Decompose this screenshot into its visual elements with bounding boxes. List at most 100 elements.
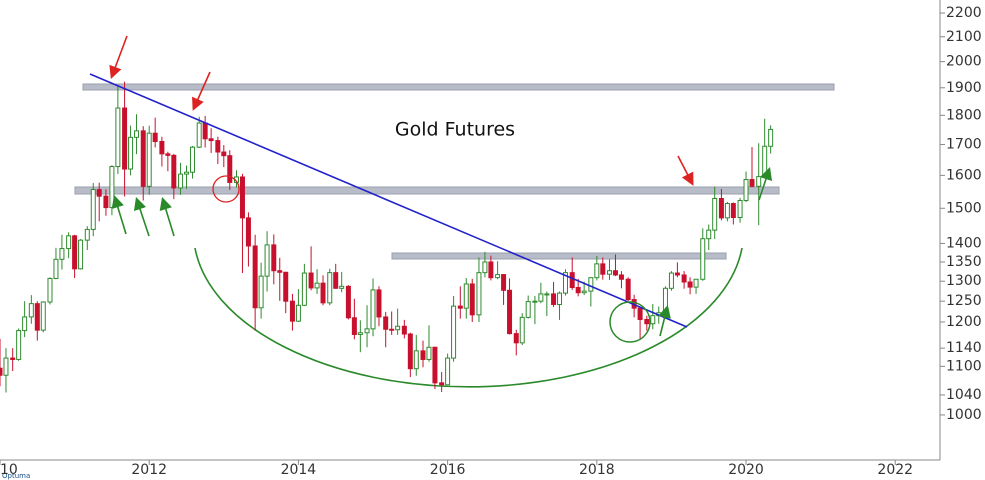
candle-body (40, 301, 46, 331)
candle-body (407, 333, 413, 370)
candle-body (103, 195, 109, 209)
candle-body (357, 332, 363, 335)
candle-body (463, 283, 469, 309)
candle-body (668, 272, 674, 289)
support-band (74, 186, 780, 195)
resistance-band (82, 83, 835, 91)
candle-body (47, 277, 53, 303)
candle-body (476, 272, 482, 316)
red-arrows (109, 35, 694, 186)
candle-body (184, 171, 190, 175)
candle-body (78, 239, 84, 270)
y-tick-label: 1350 (946, 254, 982, 270)
candle-body (743, 179, 749, 202)
candle-body (252, 245, 258, 309)
cup-arc (194, 247, 743, 388)
candle-body (227, 155, 233, 183)
candle-body (724, 203, 730, 219)
candle-body (718, 198, 724, 219)
candle-body (618, 274, 624, 280)
candle-body (513, 333, 519, 344)
arrow (159, 196, 175, 237)
candle-body (581, 290, 587, 294)
candle-body (239, 176, 245, 219)
candle-body (687, 281, 693, 288)
y-tick-label: 1600 (946, 167, 982, 183)
candle-body (215, 140, 221, 153)
y-tick-label: 2100 (946, 29, 982, 45)
candle-body (730, 203, 736, 219)
y-tick-label: 1040 (946, 387, 982, 403)
circle-marker (212, 175, 240, 203)
candle-body (245, 217, 251, 247)
candle-body (625, 278, 631, 301)
candle-body (28, 303, 34, 318)
y-tick-label: 1500 (946, 200, 982, 216)
candle-body (495, 274, 501, 279)
x-tick-label: 2010 (0, 462, 18, 478)
circle-marker (609, 301, 651, 343)
candle-body (451, 305, 457, 359)
trend-line (89, 73, 688, 328)
candle-body (289, 300, 295, 322)
candle-body (59, 248, 65, 260)
arrow (758, 166, 773, 201)
candle-body (134, 130, 140, 138)
candle-body (364, 328, 370, 334)
candle-body (333, 272, 339, 289)
candle-body (221, 151, 227, 157)
candle-body (96, 189, 102, 197)
candle-body (737, 200, 743, 219)
chart-title: Gold Futures (395, 119, 515, 141)
x-tick-label: 2012 (131, 462, 167, 478)
candle-body (457, 305, 463, 309)
arrow (658, 304, 671, 337)
candle-body (544, 293, 550, 296)
candle-body (171, 154, 177, 189)
candle-body (650, 315, 656, 325)
candle-body (445, 357, 451, 386)
y-tick-label: 1800 (946, 107, 982, 123)
candle-body (295, 304, 301, 322)
candle-body (538, 293, 544, 302)
candle-body (271, 244, 277, 272)
candle-body (420, 350, 426, 360)
candle-body (277, 270, 283, 273)
candle-body (594, 263, 600, 279)
candle-body (439, 382, 445, 386)
candle-body (501, 274, 507, 291)
candle-body (768, 128, 774, 147)
arrow (109, 35, 128, 79)
candle-body (681, 274, 687, 283)
y-tick-label: 1140 (946, 340, 982, 356)
candle-body (575, 287, 581, 294)
candle-body (122, 107, 128, 170)
candle-body (351, 317, 357, 335)
candle-body (756, 176, 762, 187)
candle-body (34, 303, 40, 331)
candle-body (146, 132, 152, 187)
candle-body (72, 235, 78, 270)
candle-body (314, 282, 320, 289)
candle-body (189, 146, 195, 173)
candle-body (370, 289, 376, 330)
x-tick-label: 2018 (579, 462, 615, 478)
candle-body (612, 270, 618, 276)
candle-body (706, 229, 712, 240)
candle-body (10, 357, 16, 360)
arrow (111, 194, 127, 235)
candle-body (532, 300, 538, 303)
candle-body (588, 277, 594, 292)
candle-body (395, 325, 401, 331)
candle-body (600, 263, 606, 275)
candle-body (345, 285, 351, 319)
candle-body (383, 316, 389, 330)
candle-body (482, 261, 488, 274)
candle-body (376, 289, 382, 318)
y-tick-label: 1100 (946, 358, 982, 374)
y-tick-label: 1300 (946, 273, 982, 289)
candle-body (507, 289, 513, 335)
candle-body (401, 325, 407, 335)
candle-body (327, 272, 333, 304)
candle-body (674, 272, 680, 276)
